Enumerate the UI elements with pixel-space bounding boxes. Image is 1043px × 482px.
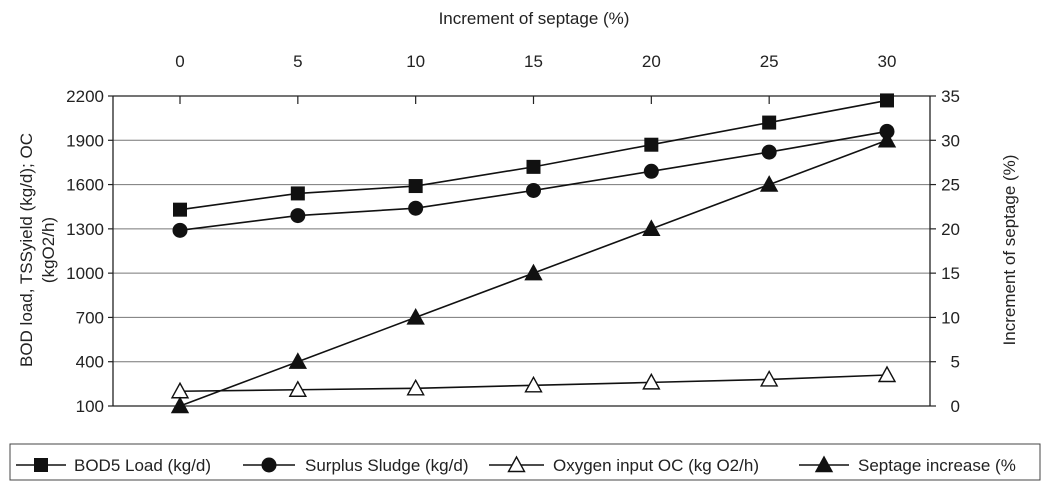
data-point <box>290 208 306 224</box>
data-point <box>524 375 543 393</box>
data-point <box>173 202 187 217</box>
legend-box <box>9 443 1041 481</box>
right-tick-label: 20 <box>941 220 960 239</box>
data-point <box>759 369 779 387</box>
x-tick-label: 25 <box>760 52 779 71</box>
legend-item-1: BOD5 Load (kg/d) <box>16 456 211 475</box>
data-point <box>288 352 308 369</box>
data-point <box>877 130 897 148</box>
data-point <box>761 144 777 160</box>
data-point <box>408 179 423 194</box>
data-point <box>170 396 190 414</box>
data-point <box>406 378 425 396</box>
data-point <box>642 219 661 237</box>
data-point <box>526 182 541 198</box>
series-4 <box>170 130 897 414</box>
x-tick-label: 0 <box>175 52 184 71</box>
data-point <box>172 222 188 238</box>
right-tick-label: 15 <box>941 264 960 283</box>
series-2 <box>172 123 895 238</box>
legend-item-2: Surplus Sludge (kg/d) <box>243 456 468 475</box>
svg-text:BOD load, TSSyield (kg/d); OC(: BOD load, TSSyield (kg/d); OC (kgO2/h) <box>17 133 58 367</box>
right-tick-label: 35 <box>941 87 960 106</box>
legend-label: Surplus Sludge (kg/d) <box>305 456 468 475</box>
legend-marker <box>814 455 834 473</box>
x-tick-label: 10 <box>406 52 425 71</box>
left-axis-title-line-1: BOD load, TSSyield (kg/d); OC <box>17 133 36 367</box>
legend-marker <box>507 455 526 473</box>
series-group <box>170 93 897 414</box>
data-point <box>288 380 308 397</box>
left-tick-label: 2200 <box>66 87 104 106</box>
x-tick-label: 15 <box>524 52 543 71</box>
data-point <box>642 372 661 390</box>
left-tick-label: 1900 <box>66 131 104 150</box>
right-tick-label: 25 <box>941 176 960 195</box>
grid-lines <box>113 95 930 363</box>
data-point <box>880 93 894 108</box>
data-point <box>643 163 659 179</box>
right-tick-label: 0 <box>951 397 960 416</box>
left-axis-title: BOD load, TSSyield (kg/d); OC (kgO2/h) <box>17 133 58 367</box>
legend-label: Septage increase (% <box>858 456 1016 475</box>
legend-item-4: Septage increase (% <box>799 455 1016 475</box>
left-tick-label: 1000 <box>66 264 104 283</box>
left-tick-label: 100 <box>76 397 104 416</box>
data-point <box>406 307 425 325</box>
data-point <box>762 115 777 130</box>
series-1 <box>173 93 894 217</box>
legend-marker <box>261 457 277 473</box>
left-tick-label: 700 <box>76 308 104 327</box>
right-tick-label: 30 <box>941 131 960 150</box>
data-point <box>290 186 305 201</box>
x-tick-label: 30 <box>878 52 897 71</box>
right-axis-title: Increment of septage (%) <box>1000 155 1019 346</box>
legend-label: Oxygen input OC (kg O2/h) <box>553 456 759 475</box>
data-point <box>408 200 424 216</box>
data-point <box>644 137 659 152</box>
right-tick-label: 5 <box>951 353 960 372</box>
data-point <box>877 365 897 383</box>
left-axis-title-line-2: (kgO2/h) <box>39 217 58 283</box>
x-tick-label: 20 <box>642 52 661 71</box>
right-tick-label: 10 <box>941 308 960 327</box>
data-point <box>526 159 541 174</box>
x-axis-title: Increment of septage (%) <box>439 9 630 28</box>
axes: 0 5 10 15 20 25 301004007001000130016001900220… <box>66 52 960 416</box>
x-tick-label: 5 <box>293 52 302 71</box>
legend: BOD5 Load (kg/d) Surplus Sludge (kg/d) Oxy… <box>9 443 1041 481</box>
legend-label: BOD5 Load (kg/d) <box>74 456 211 475</box>
left-tick-label: 400 <box>76 353 104 372</box>
data-point <box>759 175 779 192</box>
data-point <box>524 263 543 281</box>
left-tick-label: 1300 <box>66 220 104 239</box>
series-3 <box>170 365 897 399</box>
legend-item-3: Oxygen input OC (kg O2/h) <box>489 455 759 475</box>
legend-marker <box>34 458 48 472</box>
left-tick-label: 1600 <box>66 176 104 195</box>
